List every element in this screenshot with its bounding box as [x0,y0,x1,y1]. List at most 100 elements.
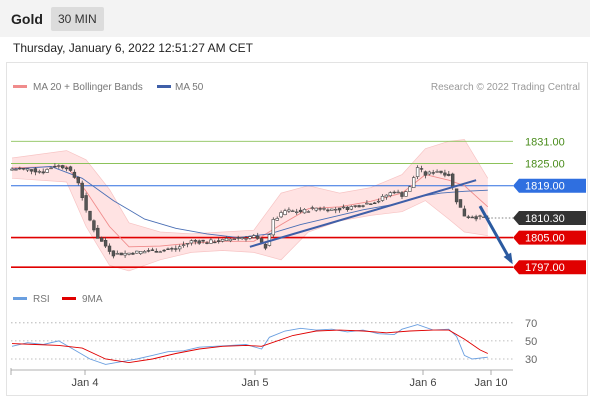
bollinger-upper-line [11,139,489,235]
candle-body [380,196,385,201]
candle-body [298,209,303,213]
candle-body [302,209,307,214]
level-label-1825-00: 1825.00 [525,159,565,171]
candle-body [14,169,18,171]
candle-body [419,168,424,170]
candle-body [462,208,467,217]
candle-body [68,166,73,171]
candle-body [162,249,166,252]
level-label-1831-00: 1831.00 [525,136,565,148]
level-tag-1805-00 [513,230,586,245]
candle-body [185,243,190,245]
candle-body [365,202,369,205]
x-tick-label: Jan 10 [474,377,507,389]
credit-label: Research © 2022 Trading Central [431,82,580,93]
candle-body [103,240,108,247]
candle-body [411,177,416,188]
candle-body [439,170,443,173]
candle-body [41,171,45,174]
level-label-1805-00: 1805.00 [525,233,565,245]
candle-body [326,209,330,212]
level-label-1819-00: 1819.00 [525,181,565,193]
candle-body [447,173,451,176]
candle-body [21,168,26,170]
candle-body [415,167,420,177]
candle-body [209,239,213,244]
rsi-line [11,324,488,365]
candle-body [450,173,455,188]
candle-body [131,252,135,255]
candle-body [72,171,77,178]
candle-body [255,235,260,239]
candle-body [213,241,217,244]
candle-body [100,237,104,242]
candle-body [127,252,131,255]
candle-body [357,205,361,208]
candle-body [443,172,447,176]
candle-body [330,208,334,211]
candle-body [53,165,57,168]
ma50-legend-label: MA 50 [175,82,204,93]
candle-body [135,250,139,254]
x-tick-label: Jan 4 [72,377,99,389]
candle-body [294,211,299,213]
candle-body [37,171,42,173]
forecast-arrow-head [503,252,513,265]
candle-body [88,210,92,221]
level-label-1810-30: 1810.30 [525,213,565,225]
timeframe-badge[interactable]: 30 MIN [51,7,104,31]
level-tag-1819-00 [513,178,586,193]
candle-body [259,238,264,243]
candle-body [111,250,116,257]
forecast-arrow [478,205,513,263]
candle-body [306,211,311,213]
candle-body [314,207,318,211]
candle-body [252,235,256,238]
candle-body [142,251,147,254]
candle-body [174,248,178,250]
candle-body [60,165,65,169]
candle-body [275,218,279,221]
candle-body [341,206,346,209]
candle-body [431,172,435,174]
candle-body [76,177,81,184]
rsi-tick-label-30: 30 [525,354,537,366]
report-datetime: Thursday, January 6, 2022 12:51:27 AM CE… [13,41,253,55]
candle-body [139,251,143,255]
candle-body [205,242,209,244]
x-tick-label: Jan 6 [410,377,437,389]
ma9-legend-swatch [62,297,76,300]
candle-body [119,252,123,256]
candle-body [404,191,408,197]
candle-body [64,167,69,170]
candle-body [115,253,120,255]
candle-body [310,207,314,209]
candle-body [345,206,350,211]
candle-body [197,240,201,244]
candle-body [96,227,100,239]
candle-body [158,251,162,253]
candle-body [369,203,373,205]
candle-body [45,169,49,173]
candle-body [454,188,459,203]
candle-body [322,208,326,210]
candle-body [84,195,88,211]
chart-frame [6,62,588,396]
candle-body [263,243,268,249]
candle-body [392,191,396,194]
candle-body [178,246,182,250]
candle-body [458,199,463,208]
candle-body [236,237,240,239]
candle-body [435,171,439,173]
rsi-tick-label-70: 70 [525,318,537,330]
candle-body [25,168,30,171]
candle-body [361,205,365,207]
candle-body [291,210,295,212]
level-tag-1810-30 [513,211,586,225]
candle-body [189,240,194,244]
rsi-legend-swatch [13,297,27,300]
candle-body [474,216,478,220]
candle-body [388,192,392,196]
